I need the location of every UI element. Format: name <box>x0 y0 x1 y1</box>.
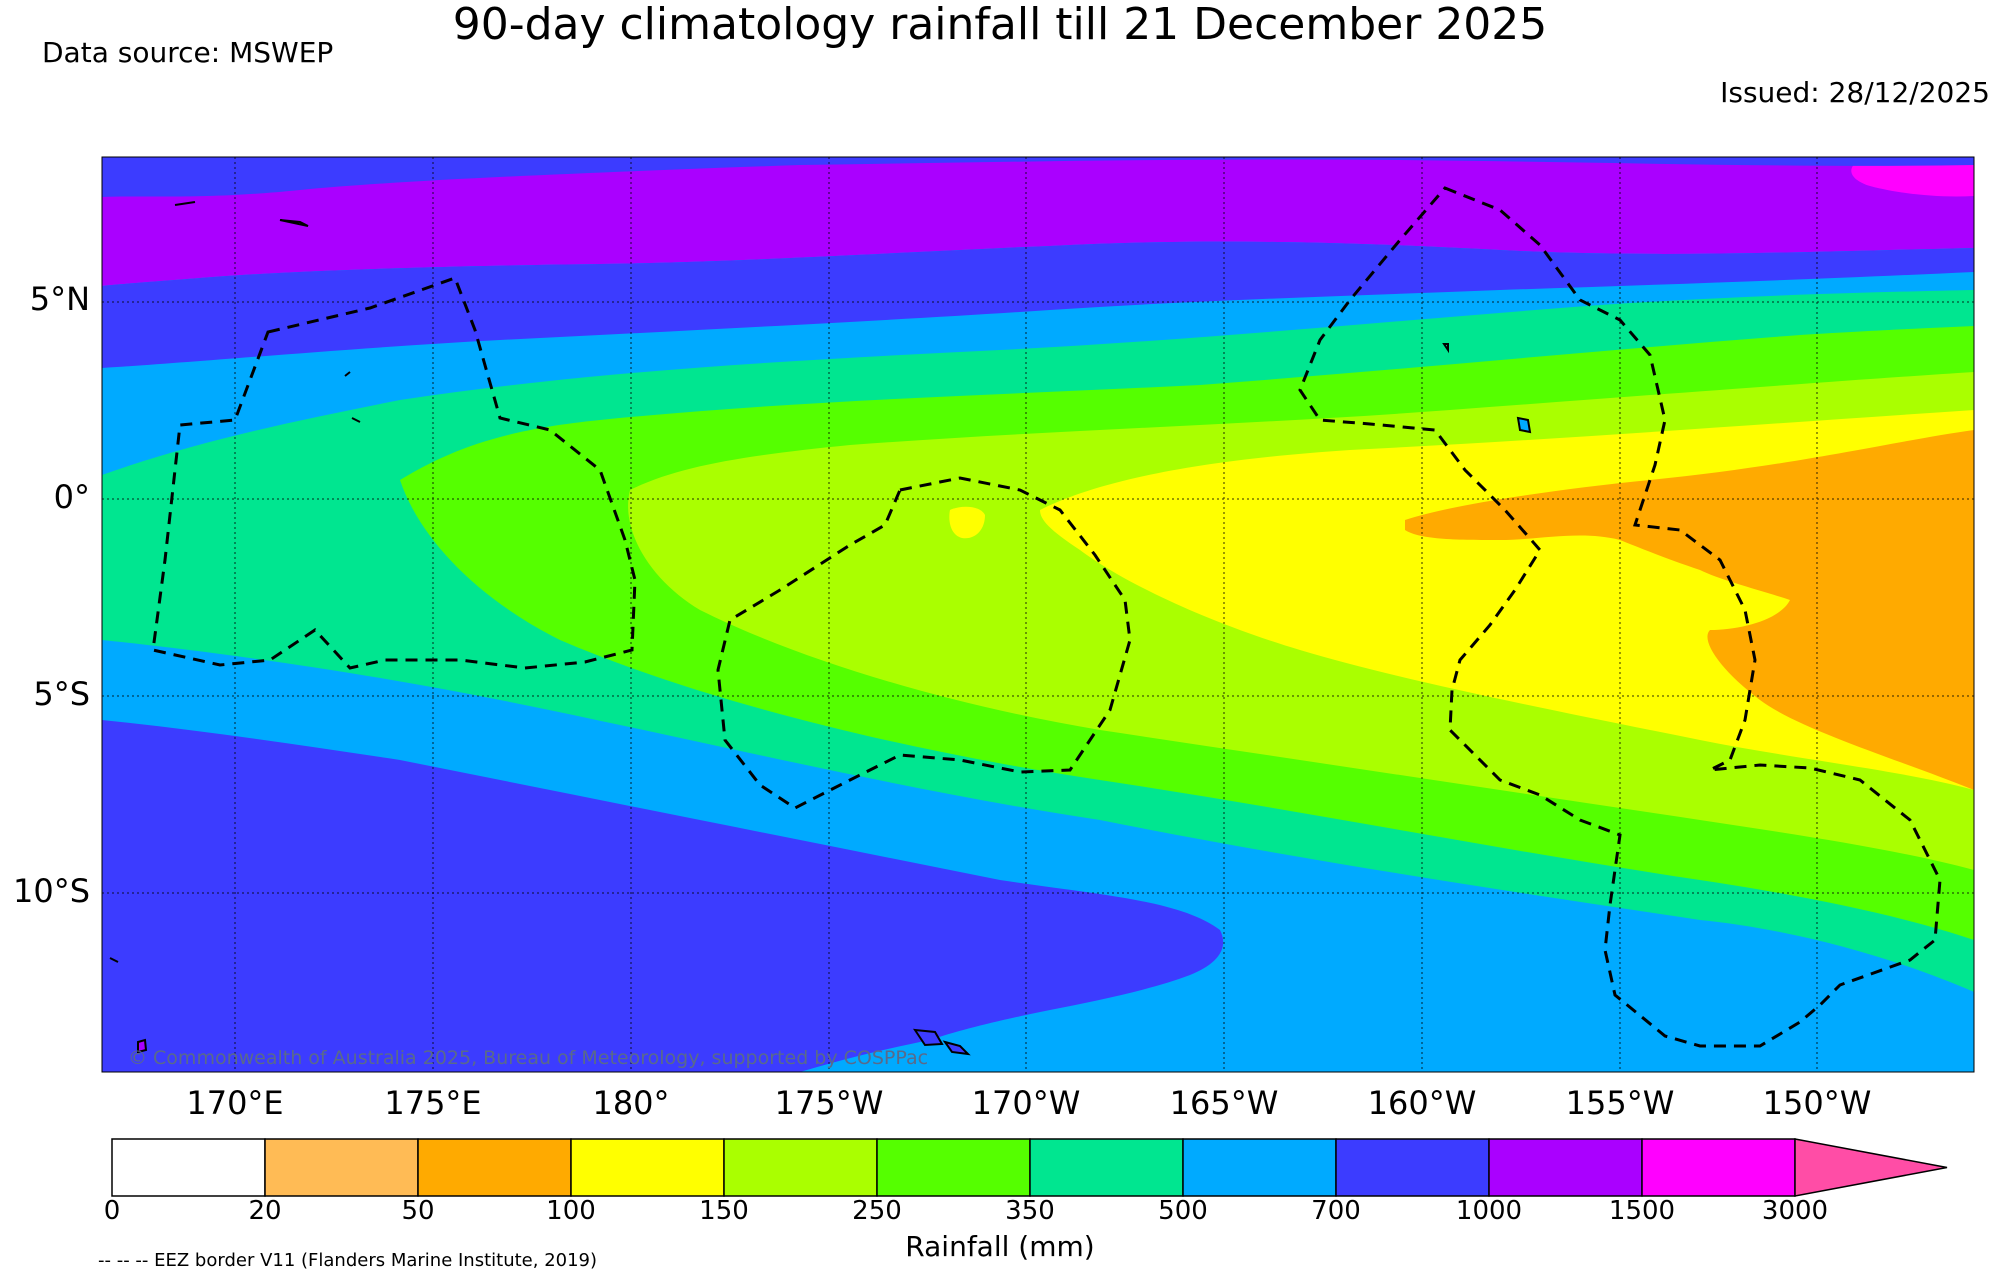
lon-label-175e: 175°E <box>384 1084 482 1122</box>
map-frame <box>101 156 1975 1073</box>
lat-label-10s: 10°S <box>12 872 90 910</box>
colorbar-tick: 250 <box>852 1196 902 1226</box>
colorbar-tick: 3000 <box>1761 1196 1829 1226</box>
colorbar-tick: 100 <box>546 1196 596 1226</box>
colorbar-label: Rainfall (mm) <box>905 1230 1095 1263</box>
colorbar-tick: 20 <box>248 1196 282 1226</box>
band-100-150-island <box>949 506 985 539</box>
band-north-1500-3000 <box>1851 160 1974 197</box>
lon-label-175w: 175°W <box>774 1084 884 1122</box>
eez-kiribati-line <box>1298 186 1942 1048</box>
island-small-7 <box>351 417 361 423</box>
lat-label-0: 0° <box>53 478 90 516</box>
colorbar-tick: 50 <box>401 1196 435 1226</box>
issued-date: Issued: 28/12/2025 <box>1720 76 1990 109</box>
land-outlines <box>109 201 1532 1056</box>
lon-label-170w: 170°W <box>971 1084 1081 1122</box>
lat-label-5n: 5°N <box>29 280 90 318</box>
island-small-3 <box>1442 343 1449 354</box>
colorbar-tick: 0 <box>103 1196 121 1226</box>
island-small-2 <box>1516 416 1532 434</box>
eez-tokelau <box>716 476 1132 810</box>
eez-kiribati-gilbert <box>151 276 637 670</box>
lon-label-155w: 155°W <box>1565 1084 1675 1122</box>
island-small-1 <box>137 1038 148 1054</box>
lon-label-160w: 160°W <box>1367 1084 1477 1122</box>
island-small-6 <box>344 371 351 377</box>
lat-label-5s: 5°S <box>33 675 90 713</box>
colorbar-tick: 1500 <box>1608 1196 1676 1226</box>
colorbar-tick: 1000 <box>1455 1196 1523 1226</box>
island-small-5 <box>174 201 196 206</box>
band-south-700-1000 <box>102 720 1224 1072</box>
eez-borders <box>151 186 1942 1048</box>
band-north-1000-1500 <box>102 157 1974 286</box>
lon-label-150w: 150°W <box>1762 1084 1872 1122</box>
rainfall-field <box>102 157 1974 1072</box>
lon-label-180: 180° <box>592 1084 670 1122</box>
data-source-label: Data source: MSWEP <box>42 36 334 69</box>
island-small-8 <box>109 957 119 963</box>
lon-label-165w: 165°W <box>1169 1084 1279 1122</box>
band-north-700-1000 <box>102 157 1974 197</box>
band-50-100 <box>1405 430 1974 790</box>
colorbar-tick: 500 <box>1158 1196 1208 1226</box>
band-north-700-1000-lower <box>102 241 1974 368</box>
colorbar-tick: 350 <box>1005 1196 1055 1226</box>
copyright-notice: © Commonwealth of Australia 2025, Bureau… <box>128 1047 929 1069</box>
island-samoa-east <box>912 1028 944 1047</box>
eez-legend-note: -- -- -- EEZ border V11 (Flanders Marine… <box>98 1250 598 1271</box>
island-small-4 <box>279 219 309 227</box>
map-title: 90-day climatology rainfall till 21 Dece… <box>452 0 1548 50</box>
island-samoa-west <box>942 1040 971 1056</box>
colorbar-tick: 700 <box>1311 1196 1361 1226</box>
lon-label-170e: 170°E <box>186 1084 284 1122</box>
colorbar-tick: 150 <box>699 1196 749 1226</box>
